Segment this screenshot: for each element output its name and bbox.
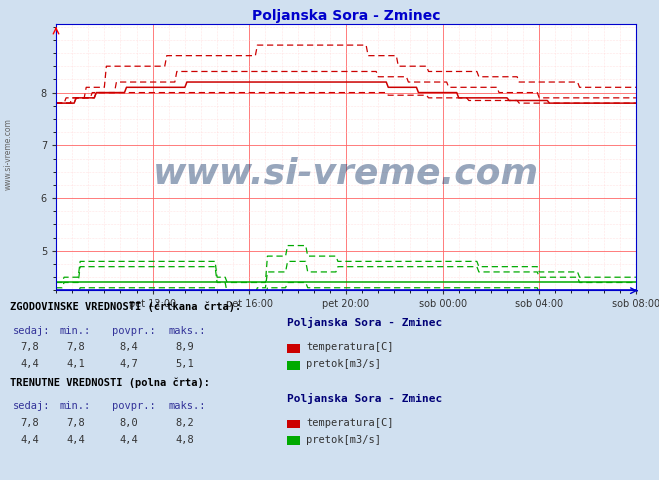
Text: povpr.:: povpr.: — [112, 401, 156, 411]
Text: povpr.:: povpr.: — [112, 325, 156, 336]
Text: 4,4: 4,4 — [67, 434, 85, 444]
Text: 4,4: 4,4 — [20, 359, 39, 369]
Text: 8,9: 8,9 — [175, 342, 194, 352]
Text: 4,1: 4,1 — [67, 359, 85, 369]
Text: www.si-vreme.com: www.si-vreme.com — [153, 156, 539, 190]
Text: temperatura[C]: temperatura[C] — [306, 418, 394, 428]
Text: 4,8: 4,8 — [175, 434, 194, 444]
Text: 7,8: 7,8 — [67, 342, 85, 352]
Text: 5,1: 5,1 — [175, 359, 194, 369]
Text: 4,4: 4,4 — [119, 434, 138, 444]
Text: 4,4: 4,4 — [20, 434, 39, 444]
Text: 8,2: 8,2 — [175, 418, 194, 428]
Text: 4,7: 4,7 — [119, 359, 138, 369]
Text: pretok[m3/s]: pretok[m3/s] — [306, 359, 382, 369]
Text: min.:: min.: — [59, 401, 90, 411]
Text: ZGODOVINSKE VREDNOSTI (črtkana črta):: ZGODOVINSKE VREDNOSTI (črtkana črta): — [10, 301, 241, 312]
Text: 7,8: 7,8 — [67, 418, 85, 428]
Text: sedaj:: sedaj: — [13, 401, 51, 411]
Text: 8,4: 8,4 — [119, 342, 138, 352]
Title: Poljanska Sora - Zminec: Poljanska Sora - Zminec — [252, 9, 440, 23]
Text: 7,8: 7,8 — [20, 418, 39, 428]
Text: pretok[m3/s]: pretok[m3/s] — [306, 434, 382, 444]
Text: maks.:: maks.: — [168, 325, 206, 336]
Text: sedaj:: sedaj: — [13, 325, 51, 336]
Text: 8,0: 8,0 — [119, 418, 138, 428]
Text: www.si-vreme.com: www.si-vreme.com — [3, 118, 13, 190]
Text: 7,8: 7,8 — [20, 342, 39, 352]
Text: temperatura[C]: temperatura[C] — [306, 342, 394, 352]
Text: TRENUTNE VREDNOSTI (polna črta):: TRENUTNE VREDNOSTI (polna črta): — [10, 378, 210, 388]
Text: min.:: min.: — [59, 325, 90, 336]
Text: Poljanska Sora - Zminec: Poljanska Sora - Zminec — [287, 317, 442, 328]
Text: Poljanska Sora - Zminec: Poljanska Sora - Zminec — [287, 393, 442, 404]
Text: maks.:: maks.: — [168, 401, 206, 411]
